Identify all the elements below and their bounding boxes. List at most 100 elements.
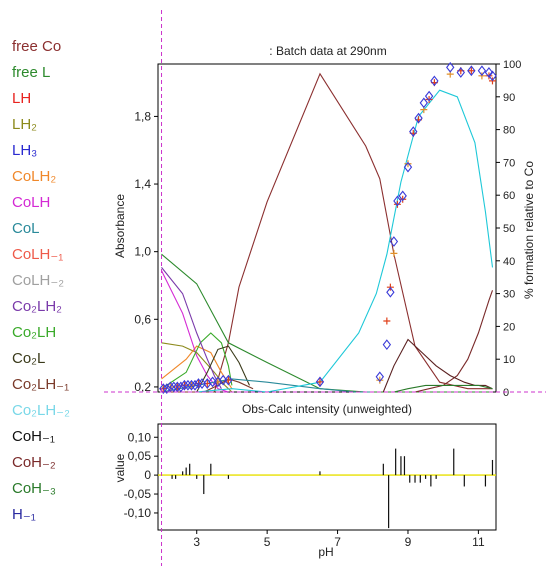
species-line <box>161 332 233 390</box>
y-tick-label: 1,8 <box>134 109 151 123</box>
y2-tick-label: 100 <box>503 59 521 71</box>
x-tick-label: 9 <box>405 535 412 549</box>
species-line <box>161 342 233 393</box>
legend-label: CoL <box>12 220 40 237</box>
residual-y-tick-label: -0,05 <box>124 487 152 501</box>
legend-item: LH₂ <box>12 114 112 140</box>
obs-point <box>224 374 233 386</box>
species-line <box>382 338 493 393</box>
species-line <box>161 267 222 389</box>
calc-point <box>376 376 384 384</box>
legend-item: Co₂LH₋₂ <box>10 400 112 426</box>
legend-label: Co₂LH₋₁ <box>12 376 70 393</box>
obs-point <box>488 70 497 82</box>
legend-item: CoLH₋₂ <box>12 270 112 296</box>
residual-y-tick-label: 0,10 <box>128 430 152 444</box>
x-tick-label: 11 <box>472 535 485 549</box>
obs-point <box>169 381 179 393</box>
legend-item: CoLH₂ <box>12 166 112 192</box>
calc-point <box>390 249 398 257</box>
main-chart-title: : Batch data at 290nm <box>269 44 386 58</box>
legend-item: CoH₋₁ <box>12 426 112 452</box>
legend-label: CoLH <box>12 194 51 211</box>
obs-point <box>180 379 189 391</box>
legend-item: Co₂LH₋₁ <box>12 374 112 400</box>
species-legend: free Co free L LH LH₂ LH₃ CoLH₂ CoLH CoL CoLH₋₁ C… <box>10 36 112 530</box>
y-tick-label: 1,4 <box>134 177 151 191</box>
obs-point <box>187 379 196 391</box>
legend-label: free Co <box>12 38 62 55</box>
legend-label: LH₂ <box>12 116 37 133</box>
obs-point <box>173 381 182 393</box>
y2-tick-label: 90 <box>503 92 515 104</box>
legend-label: CoLH₋₁ <box>12 246 64 263</box>
legend-item: free Co <box>12 36 112 62</box>
x-tick-label: 7 <box>334 535 341 549</box>
obs-point <box>409 126 418 138</box>
legend-label: LH <box>12 90 32 107</box>
species-line <box>161 72 493 393</box>
calc-point <box>425 96 433 104</box>
obs-point <box>389 236 399 247</box>
y2-tick-label: 60 <box>503 190 515 202</box>
y2-tick-label: 40 <box>503 256 515 268</box>
obs-point <box>419 97 429 109</box>
legend-label: Co₂LH <box>12 324 57 341</box>
obs-point <box>375 371 385 383</box>
obs-point <box>424 90 434 102</box>
y2-tick-label: 70 <box>503 157 515 169</box>
legend-label: LH₃ <box>12 142 38 159</box>
residual-y-tick-label: 0,05 <box>128 449 152 463</box>
legend-label: CoLH₂ <box>12 168 57 185</box>
legend-item: Co₂LH₂ <box>12 296 112 322</box>
obs-point <box>386 286 395 298</box>
legend-label: CoLH₋₂ <box>12 272 65 289</box>
obs-point <box>382 339 392 351</box>
obs-point <box>194 378 203 389</box>
legend-label: H₋₁ <box>12 506 36 523</box>
y2-axis-label: % formation relative to Co <box>522 161 536 299</box>
legend-label: Co₂L <box>12 350 46 367</box>
obs-point <box>430 75 439 87</box>
species-line <box>196 345 250 393</box>
legend-item: CoLH₋₁ <box>12 244 112 270</box>
legend-label: CoH₋₂ <box>12 454 56 471</box>
obs-point <box>190 379 200 391</box>
y2-tick-label: 10 <box>503 354 515 366</box>
obs-point <box>484 67 494 78</box>
calc-point <box>399 195 407 203</box>
obs-point <box>162 383 171 395</box>
y-tick-label: 1,0 <box>134 245 151 259</box>
legend-item: free L <box>12 62 112 88</box>
obs-point <box>183 379 193 391</box>
legend-item: H₋₁ <box>12 504 112 530</box>
y-tick-label: 0,2 <box>134 380 151 394</box>
species-line <box>393 384 493 393</box>
legend-label: CoH₋₁ <box>12 428 55 445</box>
obs-point <box>176 381 186 393</box>
legend-item: LH₃ <box>12 140 112 166</box>
y2-tick-label: 80 <box>503 125 515 137</box>
obs-point <box>166 381 175 393</box>
calc-point <box>383 317 391 325</box>
legend-label: free L <box>12 64 51 81</box>
obs-point <box>414 112 423 124</box>
residual-y-axis-label: value <box>113 453 127 482</box>
legend-label: Co₂LH₂ <box>12 298 62 315</box>
y2-tick-label: 50 <box>503 223 515 235</box>
legend-item: Co₂LH <box>10 322 112 348</box>
legend-item: CoL <box>12 218 112 244</box>
legend-label: CoH₋₃ <box>12 480 57 497</box>
residual-chart-title: Obs-Calc intensity (unweighted) <box>242 402 412 416</box>
calc-point <box>404 160 412 168</box>
obs-point <box>446 61 455 73</box>
legend-item: CoH₋₃ <box>12 478 112 504</box>
x-axis-label: pH <box>318 545 333 559</box>
main-plot-frame <box>157 63 497 393</box>
species-line <box>196 89 494 393</box>
x-tick-label: 3 <box>193 535 200 549</box>
y-tick-label: 0,6 <box>134 312 151 326</box>
residual-y-tick-label: 0 <box>144 468 151 482</box>
obs-point <box>315 376 325 388</box>
